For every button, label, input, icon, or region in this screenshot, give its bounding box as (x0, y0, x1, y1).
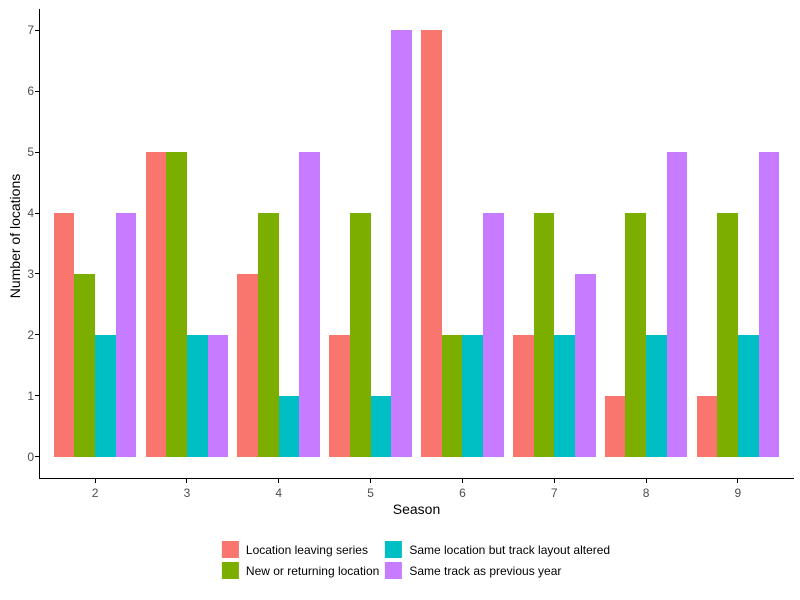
bar (625, 213, 647, 457)
x-tick-mark (370, 479, 372, 483)
x-tick-mark (94, 479, 96, 483)
x-tick-label: 6 (459, 486, 466, 500)
legend-key (385, 541, 403, 558)
x-tick-mark (737, 479, 739, 483)
x-tick-mark (461, 479, 463, 483)
x-tick-mark (278, 479, 280, 483)
y-tick-label: 0 (27, 449, 34, 464)
bar (574, 273, 596, 457)
y-tick-label: 5 (27, 145, 34, 160)
bar (533, 213, 555, 457)
x-tick-mark (186, 479, 188, 483)
bar (237, 273, 259, 457)
bar (278, 395, 300, 457)
legend-label: Location leaving series (245, 542, 368, 557)
bar (349, 213, 371, 457)
bar (145, 152, 167, 457)
legend-label: New or returning location (245, 563, 380, 578)
bar (737, 334, 759, 457)
y-tick-mark (35, 273, 39, 275)
bar (421, 30, 442, 457)
y-tick-label: 4 (27, 206, 34, 221)
y-axis-line (39, 9, 40, 479)
bar (666, 152, 688, 457)
legend-key (385, 562, 403, 579)
bar (299, 152, 321, 457)
bar (554, 334, 575, 457)
legend-item: Location leaving series (221, 541, 379, 558)
legend-label: Same location but track layout altered (409, 542, 611, 557)
legend-key (221, 562, 239, 579)
bar (441, 334, 463, 457)
bar (512, 334, 534, 457)
bar (74, 273, 96, 457)
y-tick-mark (35, 151, 39, 153)
bar (391, 30, 412, 457)
y-tick-mark (35, 334, 39, 336)
y-tick-mark (35, 395, 39, 397)
legend-label: Same track as previous year (409, 563, 562, 578)
plot-panel (40, 9, 793, 478)
x-tick-mark (645, 479, 647, 483)
x-axis-line (39, 478, 794, 479)
y-tick-label: 3 (27, 266, 34, 281)
bar (115, 213, 137, 457)
y-tick-label: 6 (27, 84, 34, 99)
legend-item: Same track as previous year (385, 562, 610, 579)
x-axis-title: Season (392, 501, 441, 517)
y-tick-mark (35, 90, 39, 92)
y-tick-mark (35, 212, 39, 214)
bar (758, 152, 780, 457)
legend-key (221, 541, 239, 558)
y-tick-label: 7 (27, 23, 34, 38)
legend-item: New or returning location (221, 562, 380, 579)
y-tick-label: 1 (27, 388, 34, 403)
y-tick-label: 2 (27, 327, 34, 342)
x-tick-label: 4 (275, 486, 283, 500)
legend-item: Same location but track layout altered (385, 541, 610, 558)
legend: Location leaving series New or returning … (221, 541, 610, 579)
x-tick-label: 9 (734, 486, 742, 500)
bar (696, 395, 718, 457)
x-tick-label: 8 (642, 486, 650, 500)
x-tick-label: 3 (183, 486, 191, 500)
bar (370, 395, 392, 457)
y-tick-mark (35, 29, 39, 31)
x-tick-label: 7 (550, 486, 558, 500)
bar (258, 213, 279, 457)
bar (329, 334, 350, 457)
bar (483, 213, 504, 457)
bar (166, 152, 187, 457)
bar (462, 334, 484, 457)
x-tick-label: 5 (367, 486, 374, 500)
x-tick-mark (553, 479, 555, 483)
bar (53, 213, 75, 457)
bar (95, 334, 116, 457)
bar (646, 334, 667, 457)
y-tick-mark (35, 456, 39, 458)
y-axis-title: Number of locations (7, 173, 23, 299)
bar (717, 213, 738, 457)
bar (186, 334, 208, 457)
x-tick-label: 2 (91, 486, 99, 500)
bar (207, 334, 229, 457)
bar (604, 395, 626, 457)
